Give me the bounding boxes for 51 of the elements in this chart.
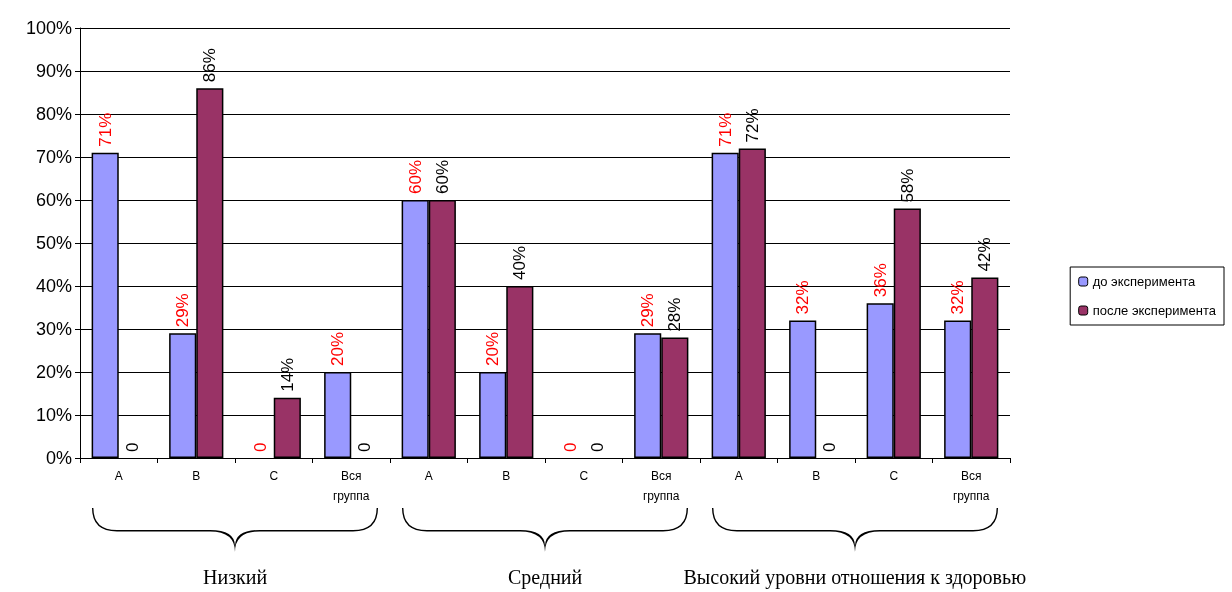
data-label: 42% xyxy=(975,237,995,272)
y-tick-label: 20% xyxy=(35,362,72,382)
y-tick-label: 50% xyxy=(35,233,72,253)
data-label: 60% xyxy=(405,159,425,194)
data-label: 0 xyxy=(587,442,607,452)
data-label: 0 xyxy=(560,442,580,452)
x-tick-label: B xyxy=(192,469,201,483)
y-tick-label: 90% xyxy=(35,61,72,81)
y-tick-label: 40% xyxy=(35,276,72,296)
y-tick-label: 0% xyxy=(45,448,72,468)
y-tick-label: 100% xyxy=(25,18,72,38)
data-label: 20% xyxy=(483,331,503,366)
y-tick-label: 70% xyxy=(35,147,72,167)
x-tick-label: C xyxy=(579,469,589,483)
x-tick-label: C xyxy=(889,469,899,483)
data-label: 60% xyxy=(432,159,452,194)
y-tick-label: 10% xyxy=(35,405,72,425)
data-label: 28% xyxy=(665,297,685,332)
x-tick-label: C xyxy=(269,469,279,483)
y-tick-label: 80% xyxy=(35,104,72,124)
data-label: 71% xyxy=(715,112,735,147)
x-tick-label: B xyxy=(812,469,821,483)
x-tick-label: Вся группа xyxy=(952,469,990,503)
data-label: 36% xyxy=(870,263,890,298)
data-label: 40% xyxy=(510,245,530,280)
data-label: 71% xyxy=(95,112,115,147)
data-label: 72% xyxy=(742,108,762,143)
data-label: 32% xyxy=(948,280,968,315)
data-label: 0 xyxy=(122,442,142,452)
data-label: 20% xyxy=(328,331,348,366)
text: Высокий уровни отношения к здоровью xyxy=(683,566,1027,589)
data-label: 29% xyxy=(173,293,193,328)
text: Средний xyxy=(508,566,583,589)
x-tick-label: Вся группа xyxy=(642,469,680,503)
data-label: 0 xyxy=(355,442,375,452)
x-tick-label: A xyxy=(424,469,433,483)
text: Низкий xyxy=(203,566,268,589)
data-label: 0 xyxy=(820,442,840,452)
x-tick-label: A xyxy=(734,469,743,483)
x-tick-label: B xyxy=(502,469,511,483)
data-label: 29% xyxy=(638,293,658,328)
data-label: 14% xyxy=(277,357,297,392)
data-label: 32% xyxy=(793,280,813,315)
legend-label: до эксперимента xyxy=(1092,274,1196,289)
data-label: 86% xyxy=(200,48,220,83)
data-label: 0 xyxy=(250,442,270,452)
y-tick-label: 60% xyxy=(35,190,72,210)
x-tick-label: Вся группа xyxy=(332,469,370,503)
legend-label: после эксперимента xyxy=(1092,303,1217,318)
y-tick-label: 30% xyxy=(35,319,72,339)
x-tick-label: A xyxy=(114,469,123,483)
